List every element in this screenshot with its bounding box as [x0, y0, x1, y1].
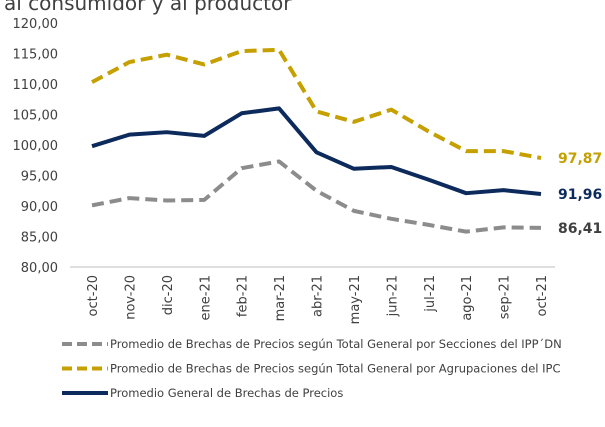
x-tick-label: ago-21: [460, 275, 475, 321]
series-line: [91, 47, 542, 160]
y-tick-label: 85,00: [21, 231, 58, 246]
y-tick-label: 95,00: [21, 170, 58, 185]
x-tick-label: oct-20: [86, 275, 101, 316]
series-line: [91, 159, 542, 234]
x-tick-label: may-21: [348, 275, 363, 324]
legend-label: Promedio de Brechas de Precios según Tot…: [110, 362, 560, 376]
series-line: [91, 106, 542, 197]
y-tick-label: 90,00: [21, 200, 58, 215]
data-label: 91,96: [558, 187, 602, 203]
x-tick-label: sep-21: [498, 275, 513, 319]
x-tick-label: abr-21: [311, 275, 326, 317]
x-tick-label: feb-21: [236, 275, 251, 317]
y-tick-label: 120,00: [13, 17, 59, 32]
x-tick-label: jun-21: [385, 275, 400, 317]
x-tick-label: ene-21: [198, 275, 213, 320]
x-tick-label: mar-21: [273, 275, 288, 321]
x-tick-label: nov-20: [123, 275, 138, 320]
y-tick-label: 105,00: [13, 109, 59, 124]
y-tick-label: 100,00: [13, 139, 59, 154]
x-tick-label: jul-21: [423, 275, 438, 313]
x-tick-label: dic-20: [161, 275, 176, 315]
data-label: 97,87: [558, 151, 602, 167]
legend-label: Promedio de Brechas de Precios según Tot…: [110, 337, 562, 351]
y-tick-label: 110,00: [13, 78, 59, 93]
y-tick-label: 80,00: [21, 261, 58, 276]
x-tick-label: oct-21: [535, 275, 550, 316]
chart-title: al consumidor y al productor: [4, 0, 292, 15]
y-tick-label: 115,00: [13, 48, 59, 63]
legend-label: Promedio General de Brechas de Precios: [110, 386, 343, 400]
data-label: 86,41: [558, 221, 602, 237]
